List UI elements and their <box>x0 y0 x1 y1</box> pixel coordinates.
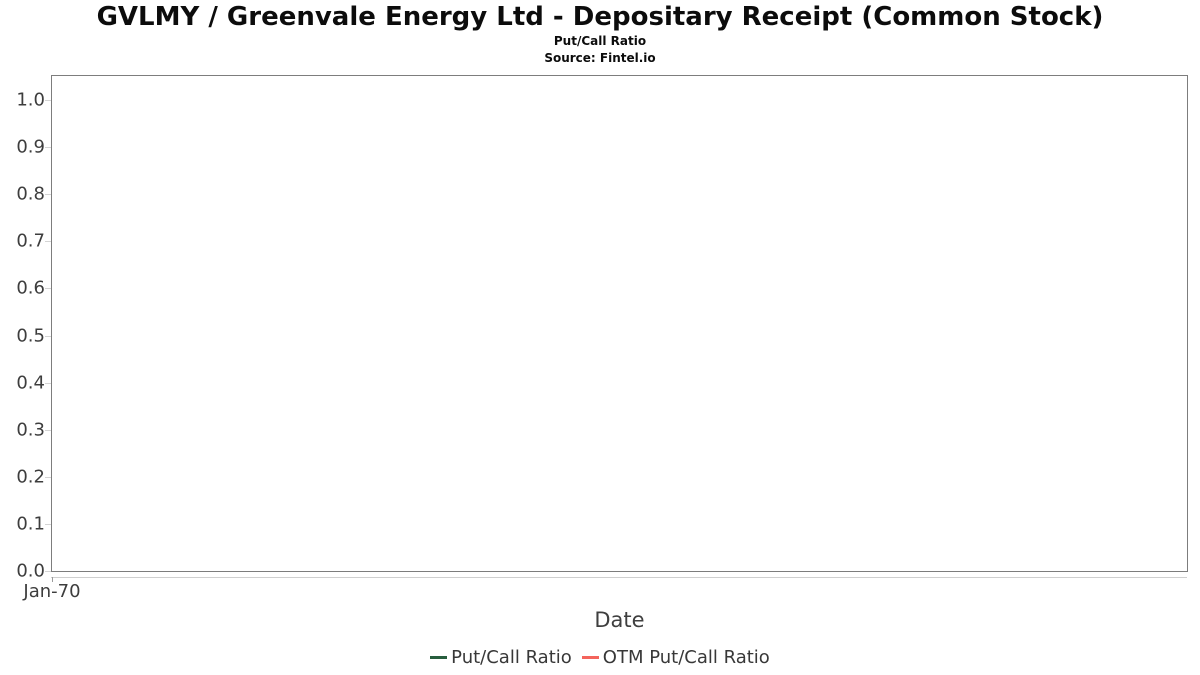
y-tick-mark-0.5 <box>45 336 51 337</box>
y-tick-label-0.5: 0.5 <box>16 325 45 347</box>
y-tick-mark-0.1 <box>45 524 51 525</box>
y-tick-label-0.2: 0.2 <box>16 466 45 488</box>
y-tick-label-0.6: 0.6 <box>16 277 45 299</box>
x-tick-mark-Jan-70 <box>52 577 53 582</box>
y-tick-mark-0.7 <box>45 241 51 242</box>
y-tick-mark-0.9 <box>45 147 51 148</box>
legend-line-swatch <box>581 656 599 659</box>
legend-label: Put/Call Ratio <box>451 647 572 668</box>
x-axis-title: Date <box>594 608 645 632</box>
x-axis-line <box>51 577 1187 578</box>
legend-item-put-call-ratio[interactable]: Put/Call Ratio <box>430 647 572 668</box>
legend: Put/Call Ratio OTM Put/Call Ratio <box>0 647 1200 668</box>
y-tick-label-0.3: 0.3 <box>16 419 45 441</box>
y-tick-mark-0.2 <box>45 477 51 478</box>
y-tick-mark-1.0 <box>45 100 51 101</box>
legend-item-otm-put-call-ratio[interactable]: OTM Put/Call Ratio <box>581 647 770 668</box>
x-tick-label-Jan-70: Jan-70 <box>23 581 81 602</box>
y-tick-label-0.1: 0.1 <box>16 513 45 535</box>
chart-subtitle: Put/Call Ratio <box>553 34 647 48</box>
y-tick-mark-0.0 <box>45 571 51 572</box>
y-tick-label-0.0: 0.0 <box>16 560 45 582</box>
y-tick-label-0.7: 0.7 <box>16 230 45 252</box>
y-tick-label-0.4: 0.4 <box>16 372 45 394</box>
plot-area <box>51 75 1188 572</box>
y-tick-mark-0.3 <box>45 430 51 431</box>
y-tick-label-1.0: 1.0 <box>16 89 45 111</box>
y-tick-mark-0.6 <box>45 288 51 289</box>
chart-source: Source: Fintel.io <box>544 51 656 65</box>
y-tick-label-0.8: 0.8 <box>16 183 45 205</box>
legend-line-swatch <box>430 656 448 659</box>
y-tick-mark-0.8 <box>45 194 51 195</box>
y-tick-label-0.9: 0.9 <box>16 136 45 158</box>
y-tick-mark-0.4 <box>45 383 51 384</box>
chart-title: GVLMY / Greenvale Energy Ltd - Depositar… <box>96 2 1104 32</box>
legend-label: OTM Put/Call Ratio <box>602 647 770 668</box>
